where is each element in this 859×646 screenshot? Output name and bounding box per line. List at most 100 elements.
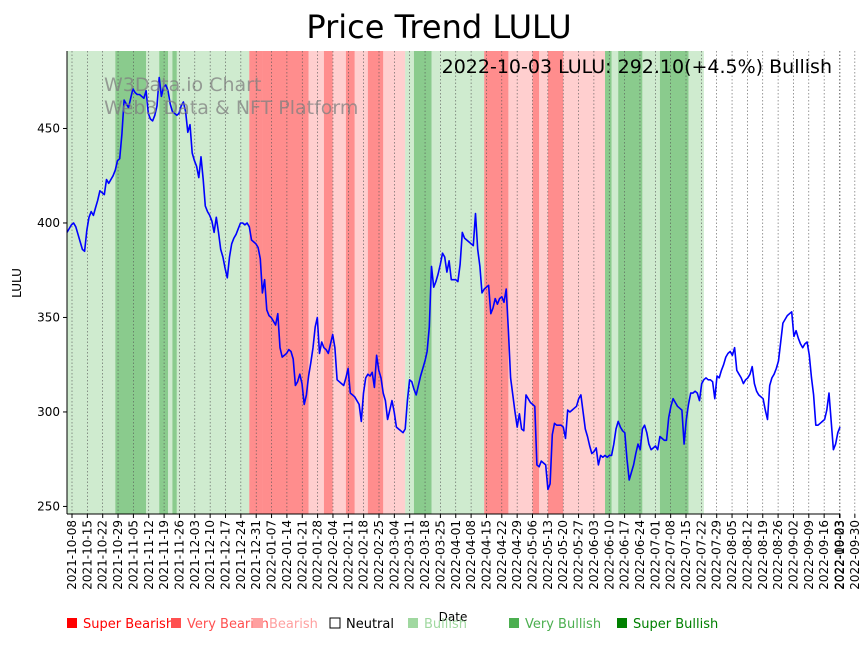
legend-swatch-neutral [329, 617, 341, 629]
band-10 [323, 51, 333, 514]
x-tick-label-42: 2022-07-29 [710, 520, 724, 590]
y-axis-label: LULU [10, 268, 24, 298]
x-tick-label-25: 2022-04-01 [449, 520, 463, 590]
band-21 [532, 51, 540, 514]
chart-title: Price Trend LULU [306, 8, 571, 46]
band-27 [618, 51, 643, 514]
band-8 [262, 51, 309, 514]
price-headline: 2022-10-03 LULU: 292.10(+4.5%) Bullish [442, 56, 832, 78]
legend-swatch-super-bullish [617, 618, 627, 628]
legend-swatch-bullish [408, 618, 418, 628]
x-tick-label-3: 2021-10-29 [111, 520, 125, 590]
y-tick-label-450: 450 [37, 121, 60, 135]
x-tick-label-30: 2022-05-06 [526, 520, 540, 590]
y-tick-labels: 250 300 350 400 450 [37, 121, 67, 513]
band-4 [168, 51, 173, 514]
x-tick-label-47: 2022-09-02 [786, 520, 800, 590]
x-tick-label-52: 2022-10-03 [833, 520, 847, 590]
watermark-line-1: W3Data.io Chart [104, 74, 261, 96]
x-tick-label-27: 2022-04-15 [479, 520, 493, 590]
x-tick-label-33: 2022-05-27 [572, 520, 586, 590]
date-gridlines [71, 51, 856, 514]
band-12 [345, 51, 355, 514]
y-tick-label-300: 300 [37, 405, 60, 419]
x-axis-label: Date [439, 610, 468, 624]
band-14 [367, 51, 384, 514]
x-tick-label-10: 2021-12-17 [219, 520, 233, 590]
x-tick-label-29: 2022-04-29 [510, 520, 524, 590]
x-tick-label-0: 2021-10-08 [65, 520, 79, 590]
legend-swatch-super-bearish [67, 618, 77, 628]
price-series [66, 76, 841, 491]
x-tick-label-39: 2022-07-08 [664, 520, 678, 590]
x-tick-label-11: 2021-12-24 [234, 520, 248, 590]
band-17 [413, 51, 432, 514]
legend: Super Bearish Very Bearish Bearish Neutral B… [67, 617, 718, 632]
x-tick-label-34: 2022-06-03 [587, 520, 601, 590]
x-tick-label-5: 2021-11-12 [142, 520, 156, 590]
legend-swatch-very-bullish [509, 618, 519, 628]
y-tick-label-350: 350 [37, 310, 60, 324]
x-tick-label-44: 2022-08-12 [740, 520, 754, 590]
band-19 [484, 51, 509, 514]
band-18 [431, 51, 485, 514]
x-tick-label-37: 2022-06-24 [633, 520, 647, 590]
band-1 [115, 51, 147, 514]
band-2 [146, 51, 160, 514]
sentiment-bands [67, 51, 704, 514]
legend-swatch-very-bearish [171, 618, 181, 628]
band-20 [508, 51, 533, 514]
x-tick-label-43: 2022-08-05 [725, 520, 739, 590]
y-tick-label-400: 400 [37, 216, 60, 230]
x-tick-label-24: 2022-03-25 [433, 520, 447, 590]
band-25 [605, 51, 612, 514]
x-tick-label-41: 2022-07-22 [694, 520, 708, 590]
x-tick-label-15: 2022-01-21 [295, 520, 309, 590]
legend-label-bullish: Bullish [424, 617, 467, 632]
legend-label-super-bearish: Super Bearish [83, 617, 174, 632]
band-28 [642, 51, 660, 514]
x-tick-label-50: 2022-09-23 [833, 520, 847, 590]
y-tick-label-250: 250 [37, 499, 60, 513]
x-tick-label-12: 2021-12-31 [249, 520, 263, 590]
legend-label-neutral: Neutral [346, 617, 394, 632]
x-tick-label-49: 2022-09-16 [817, 520, 831, 590]
x-tick-label-9: 2021-12-10 [203, 520, 217, 590]
x-tick-label-17: 2022-02-04 [326, 520, 340, 590]
band-7 [249, 51, 263, 514]
x-tick-label-31: 2022-05-13 [541, 520, 555, 590]
legend-swatch-bearish [253, 618, 263, 628]
legend-label-very-bullish: Very Bullish [525, 617, 601, 632]
band-24 [563, 51, 606, 514]
band-6 [176, 51, 250, 514]
x-tick-label-38: 2022-07-01 [648, 520, 662, 590]
x-tick-label-48: 2022-09-09 [802, 520, 816, 590]
x-tick-label-46: 2022-08-26 [771, 520, 785, 590]
x-tick-label-6: 2021-11-19 [157, 520, 171, 590]
band-0 [67, 51, 116, 514]
x-tick-labels: 2021-10-08 2021-10-15 2021-10-22 2021-10-29… [65, 514, 859, 590]
x-tick-label-19: 2022-02-18 [357, 520, 371, 590]
band-22 [539, 51, 548, 514]
x-tick-label-28: 2022-04-22 [495, 520, 509, 590]
x-tick-label-20: 2022-02-25 [372, 520, 386, 590]
legend-label-super-bullish: Super Bullish [633, 617, 718, 632]
x-tick-label-22: 2022-03-11 [403, 520, 417, 590]
x-tick-label-2: 2021-10-22 [96, 520, 110, 590]
band-23 [547, 51, 564, 514]
x-tick-label-13: 2022-01-07 [265, 520, 279, 590]
watermark-line-2: Web3 Data & NFT Platform [104, 97, 358, 119]
x-tick-label-51: 2022-09-30 [848, 520, 859, 590]
legend-label-bearish: Bearish [269, 617, 318, 632]
x-tick-label-7: 2021-11-26 [172, 520, 186, 590]
band-13 [354, 51, 368, 514]
band-9 [308, 51, 324, 514]
x-tick-label-23: 2022-03-18 [418, 520, 432, 590]
x-tick-label-40: 2022-07-15 [679, 520, 693, 590]
x-tick-label-1: 2021-10-15 [80, 520, 94, 590]
series-line-lulu [66, 76, 841, 491]
band-11 [332, 51, 346, 514]
band-3 [159, 51, 169, 514]
x-tick-label-18: 2022-02-11 [341, 520, 355, 590]
